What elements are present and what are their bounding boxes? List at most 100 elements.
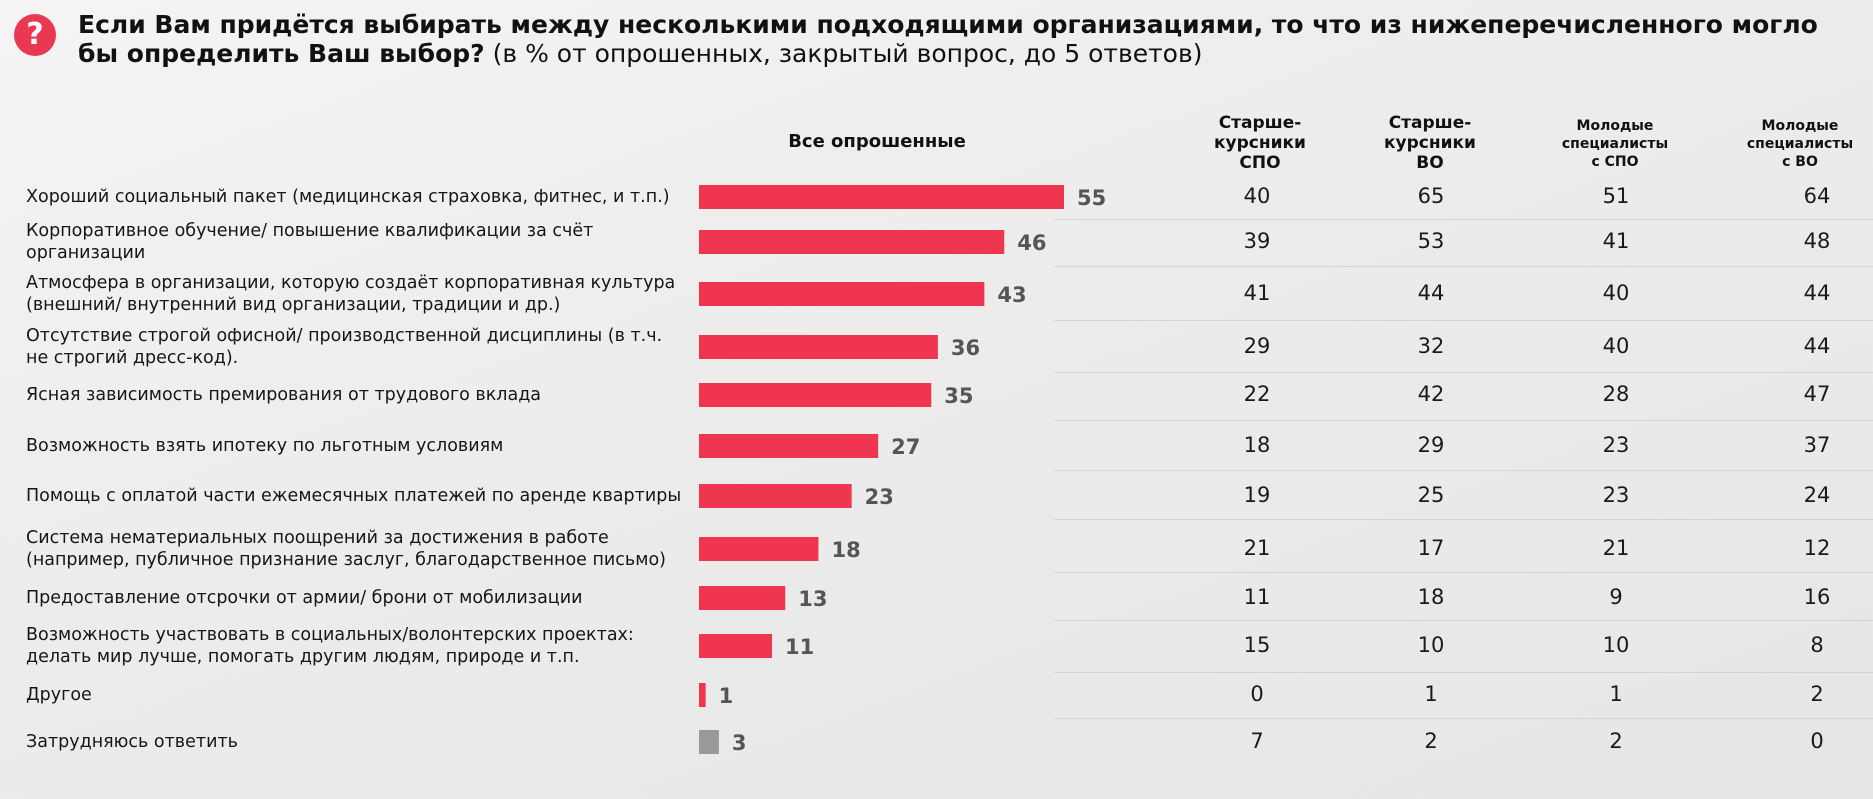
table-cell: 9 [1609, 585, 1623, 609]
table-cell: 15 [1243, 633, 1271, 657]
table-cell: 28 [1602, 382, 1630, 406]
table-cell: 23 [1602, 483, 1630, 507]
table-cell: 41 [1243, 281, 1271, 305]
bar [699, 282, 985, 306]
table-cell: 53 [1417, 229, 1445, 253]
row-separator [1054, 572, 1873, 573]
table-cell: 16 [1803, 585, 1831, 609]
table-cell: 19 [1243, 483, 1271, 507]
table-cell: 17 [1417, 536, 1445, 560]
table-cell: 40 [1602, 281, 1630, 305]
table-cell: 22 [1243, 382, 1271, 406]
table-cell: 0 [1250, 682, 1264, 706]
row-label: Атмосфера в организации, которую создаёт… [26, 273, 676, 315]
table-cell: 1 [1609, 682, 1623, 706]
bar [699, 730, 719, 754]
table-cell: 24 [1803, 483, 1831, 507]
table-cell: 29 [1243, 334, 1271, 358]
table-cell: 64 [1803, 184, 1831, 208]
table-cell: 2 [1424, 729, 1438, 753]
row-separator [1054, 470, 1873, 471]
table-cell: 25 [1417, 483, 1445, 507]
table-cell: 21 [1243, 536, 1271, 560]
table-cell: 12 [1803, 536, 1831, 560]
table-cell: 21 [1602, 536, 1630, 560]
bar-value-label: 1 [719, 684, 734, 708]
table-cell: 40 [1243, 184, 1271, 208]
question-icon: ? [14, 14, 56, 56]
table-cell: 0 [1810, 729, 1824, 753]
table-cell: 39 [1243, 229, 1271, 253]
row-separator [1054, 219, 1873, 220]
bar-value-label: 36 [951, 336, 980, 360]
bar [699, 634, 772, 658]
row-label: Предоставление отсрочки от армии/ брони … [26, 588, 583, 608]
row-separator [1054, 519, 1873, 520]
table-cell: 23 [1602, 433, 1630, 457]
table-cell: 48 [1803, 229, 1831, 253]
bar [699, 537, 819, 561]
table-cell: 51 [1602, 184, 1630, 208]
row-label: Затрудняюсь ответить [26, 732, 238, 752]
table-cell: 32 [1417, 334, 1445, 358]
bar-value-label: 46 [1017, 231, 1046, 255]
bar-value-label: 27 [891, 435, 920, 459]
row-separator [1054, 672, 1873, 673]
table-cell: 18 [1417, 585, 1445, 609]
bar-value-label: 3 [732, 731, 747, 755]
column-header-group3: Молодые специалисты с СПО [1561, 118, 1669, 170]
row-separator [1054, 620, 1873, 621]
bar-value-label: 18 [831, 538, 860, 562]
row-label: Другое [26, 685, 92, 705]
column-header-group2: Старше-курсники ВО [1384, 113, 1476, 173]
table-cell: 29 [1417, 433, 1445, 457]
bar-value-label: 23 [865, 485, 894, 509]
row-label: Возможность участвовать в социальных/вол… [26, 625, 634, 667]
table-cell: 7 [1250, 729, 1264, 753]
table-cell: 44 [1803, 334, 1831, 358]
row-label: Ясная зависимость премирования от трудов… [26, 385, 542, 405]
row-separator [1054, 372, 1873, 373]
table-cell: 47 [1803, 382, 1831, 406]
question-note: (в % от опрошенных, закрытый вопрос, до … [492, 39, 1203, 68]
bar [699, 484, 852, 508]
row-separator [1054, 718, 1873, 719]
table-cell: 2 [1810, 682, 1824, 706]
table-cell: 42 [1417, 382, 1445, 406]
table-cell: 11 [1243, 585, 1271, 609]
table-cell: 10 [1417, 633, 1445, 657]
row-label: Система нематериальных поощрений за дост… [26, 528, 666, 570]
table-cell: 10 [1602, 633, 1630, 657]
bar [699, 586, 786, 610]
row-separator [1054, 320, 1873, 321]
bar [699, 683, 706, 707]
table-cell: 41 [1602, 229, 1630, 253]
bar [699, 230, 1005, 254]
table-cell: 1 [1424, 682, 1438, 706]
bar [699, 335, 938, 359]
bar [699, 383, 932, 407]
column-header-group1: Старше-курсники СПО [1214, 113, 1306, 173]
bar [699, 434, 879, 458]
bar-value-label: 13 [798, 587, 827, 611]
page-title: Если Вам придётся выбирать между несколь… [78, 10, 1858, 68]
row-label: Хороший социальный пакет (медицинская ст… [26, 187, 670, 207]
table-cell: 40 [1602, 334, 1630, 358]
row-label: Корпоративное обучение/ повышение квалиф… [26, 221, 594, 263]
bar-value-label: 35 [944, 384, 973, 408]
row-label: Помощь с оплатой части ежемесячных плате… [26, 486, 682, 506]
row-label: Отсутствие строгой офисной/ производстве… [26, 326, 663, 368]
table-cell: 44 [1803, 281, 1831, 305]
column-header-all: Все опрошенные [788, 131, 966, 152]
table-cell: 8 [1810, 633, 1824, 657]
bar-value-label: 11 [785, 635, 814, 659]
bar-value-label: 43 [997, 283, 1026, 307]
row-separator [1054, 266, 1873, 267]
table-cell: 18 [1243, 433, 1271, 457]
table-cell: 37 [1803, 433, 1831, 457]
row-label: Возможность взять ипотеку по льготным ус… [26, 436, 504, 456]
row-separator [1054, 420, 1873, 421]
question-text: Если Вам придётся выбирать между несколь… [78, 10, 1818, 68]
column-header-group4: Молодые специалисты с ВО [1746, 118, 1854, 170]
